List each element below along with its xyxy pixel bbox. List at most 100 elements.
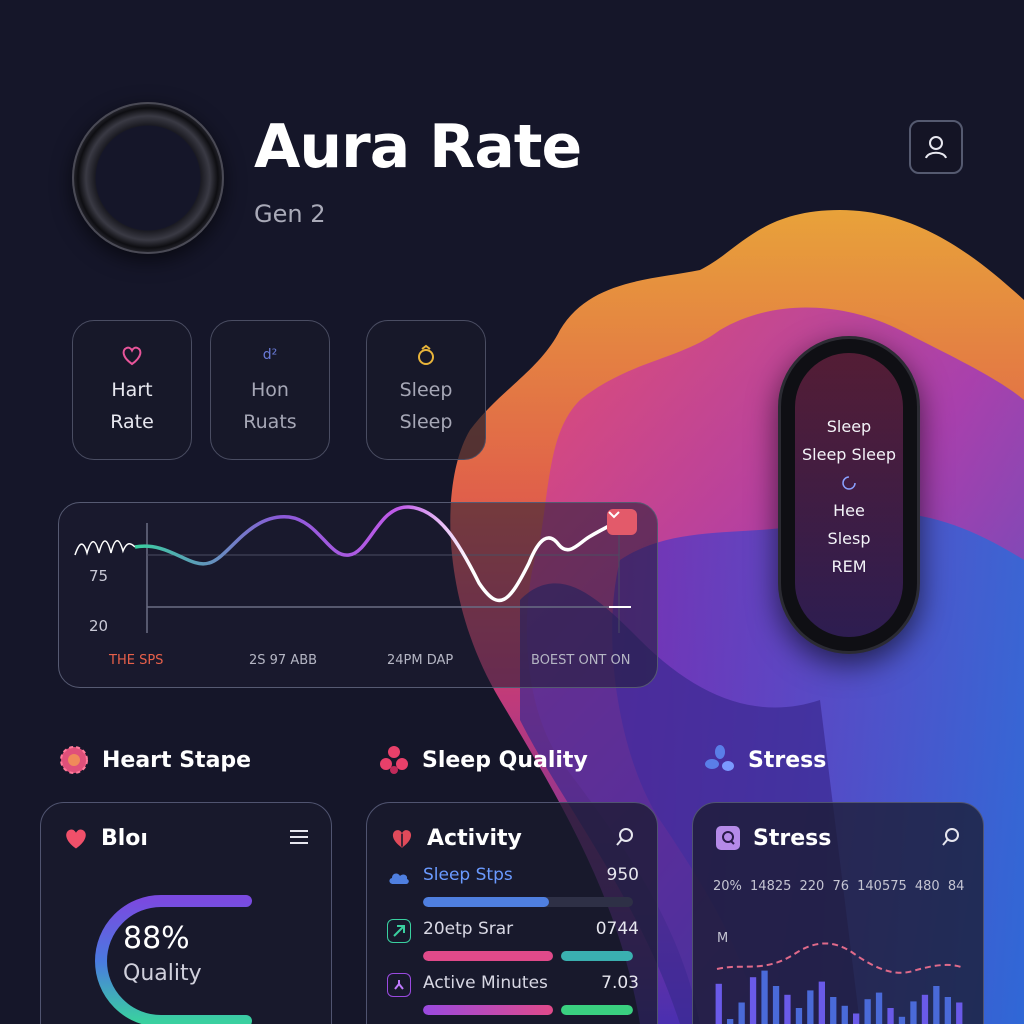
stress-bar bbox=[715, 983, 722, 1024]
band-line: Sleep Sleep bbox=[802, 445, 896, 464]
progress-fill-secondary bbox=[561, 951, 633, 961]
stress-bar bbox=[864, 999, 871, 1024]
chart-xlabel: BOEST ONT ON bbox=[531, 653, 631, 668]
search-icon bbox=[616, 828, 633, 846]
stress-bar bbox=[921, 994, 929, 1024]
menu-button[interactable] bbox=[287, 825, 311, 849]
page-title: Aura Rate bbox=[254, 112, 582, 182]
chart-xlabel: THE SPS bbox=[109, 653, 164, 668]
chevron-down-icon bbox=[608, 511, 620, 519]
stress-bar bbox=[887, 1008, 894, 1024]
tile-label-line2: Ruats bbox=[243, 411, 297, 433]
metric-value: 0744 bbox=[595, 919, 639, 939]
heart-icon bbox=[61, 823, 91, 853]
run-icon bbox=[387, 973, 411, 997]
chart-mini-wave bbox=[74, 540, 136, 556]
stress-bar bbox=[841, 1005, 848, 1024]
band-device: Sleep Sleep Sleep Hee Slesp REM bbox=[778, 336, 920, 654]
tile-hon-ruats[interactable]: d² Hon Ruats bbox=[210, 320, 330, 460]
flower-icon bbox=[58, 744, 90, 776]
band-line: Sleep bbox=[826, 417, 872, 436]
chart-ytick: 75 bbox=[89, 567, 109, 585]
band-line: Slesp bbox=[827, 529, 871, 548]
stress-bar bbox=[784, 994, 791, 1024]
card-header: Activity bbox=[387, 823, 522, 853]
search-button[interactable] bbox=[613, 825, 637, 849]
card-header: Stress bbox=[713, 823, 831, 853]
stress-trend-line bbox=[716, 942, 962, 974]
card-title: Activity bbox=[427, 825, 522, 851]
stress-bar bbox=[853, 1013, 860, 1024]
card-activity[interactable]: Activity Sleep Stps 950 20etp Srar 0744 … bbox=[366, 802, 658, 1024]
chart-xlabel: 2S 97 ABB bbox=[249, 653, 318, 668]
stress-bar bbox=[761, 970, 768, 1024]
stress-bar bbox=[795, 1008, 803, 1024]
section-heart-stape: Heart Stape bbox=[58, 744, 251, 776]
progress-fill bbox=[423, 897, 549, 907]
stress-bar-chart bbox=[715, 942, 963, 1024]
ring-logo bbox=[72, 102, 224, 254]
stress-bar bbox=[749, 977, 757, 1024]
band-line: Hee bbox=[833, 501, 865, 520]
stress-bar bbox=[830, 997, 837, 1024]
stress-bar bbox=[956, 1002, 963, 1024]
stress-bar bbox=[818, 981, 825, 1024]
section-title-text: Sleep Quality bbox=[422, 747, 588, 773]
stress-axis-label: M bbox=[717, 931, 729, 946]
progress-track bbox=[423, 951, 633, 961]
tile-heart-rate[interactable]: Hart Rate bbox=[72, 320, 192, 460]
gauge-value: 88% bbox=[123, 921, 190, 956]
progress-fill bbox=[423, 1005, 553, 1015]
tile-label-line1: Hart bbox=[111, 379, 153, 401]
propeller-icon bbox=[704, 744, 736, 776]
tile-label-line2: Sleep bbox=[399, 411, 453, 433]
tile-sleep[interactable]: Sleep Sleep bbox=[366, 320, 486, 460]
chart-ytick: 20 bbox=[89, 617, 109, 635]
profile-button[interactable] bbox=[909, 120, 963, 174]
section-sleep-quality: Sleep Quality bbox=[378, 744, 588, 776]
progress-fill-secondary bbox=[561, 1005, 633, 1015]
metric-label: Sleep Stps bbox=[423, 865, 513, 885]
band-line: REM bbox=[831, 557, 867, 576]
stress-bar bbox=[898, 1016, 906, 1024]
page-subtitle: Gen 2 bbox=[254, 200, 326, 228]
stress-bar bbox=[933, 986, 940, 1024]
card-title: Bloı bbox=[101, 825, 148, 851]
stress-bar bbox=[772, 986, 780, 1024]
gauge-label: Quality bbox=[123, 961, 202, 986]
section-stress: Stress bbox=[704, 744, 826, 776]
metric-value: 7.03 bbox=[601, 973, 639, 993]
stress-bar bbox=[875, 992, 883, 1024]
section-title-text: Heart Stape bbox=[102, 747, 252, 773]
search-button[interactable] bbox=[939, 825, 963, 849]
stress-bar bbox=[807, 990, 814, 1024]
user-icon bbox=[925, 136, 947, 159]
card-heart-quality[interactable]: Bloı 88% Quality bbox=[40, 802, 332, 1024]
tile-label-line2: Rate bbox=[110, 411, 154, 433]
metric-value: 950 bbox=[606, 865, 639, 885]
stress-bar bbox=[727, 1019, 734, 1024]
search-icon bbox=[942, 828, 959, 846]
loading-ring-icon bbox=[841, 469, 857, 497]
stress-bar bbox=[944, 997, 951, 1024]
card-title: Stress bbox=[753, 825, 832, 851]
chart-badge-button[interactable] bbox=[607, 509, 637, 535]
ring-icon bbox=[415, 342, 437, 368]
heart-split-icon bbox=[387, 823, 417, 853]
progress-track bbox=[423, 897, 633, 907]
metric-label: 20etp Srar bbox=[423, 919, 514, 939]
arrow-icon bbox=[387, 919, 411, 943]
stress-icon bbox=[713, 823, 743, 853]
metric-label: Active Minutes bbox=[423, 973, 548, 993]
stress-bar bbox=[910, 1001, 917, 1024]
stress-bar bbox=[738, 1002, 745, 1024]
chart-xlabel: 24PM DAP bbox=[387, 653, 454, 668]
tile-label-line1: Hon bbox=[251, 379, 289, 401]
heart-rate-chart: 75 20 THE SPS 2S 97 ABB 24PM DAP BOEST O… bbox=[58, 502, 658, 688]
petals-icon bbox=[378, 744, 410, 776]
stress-tick-row: 20% 14825 220 76 140575 480 84 bbox=[713, 879, 965, 894]
chart-svg bbox=[74, 505, 631, 633]
card-header: Bloı bbox=[61, 823, 148, 853]
heart-outline-icon bbox=[120, 342, 144, 368]
card-stress[interactable]: Stress 20% 14825 220 76 140575 480 84 M bbox=[692, 802, 984, 1024]
